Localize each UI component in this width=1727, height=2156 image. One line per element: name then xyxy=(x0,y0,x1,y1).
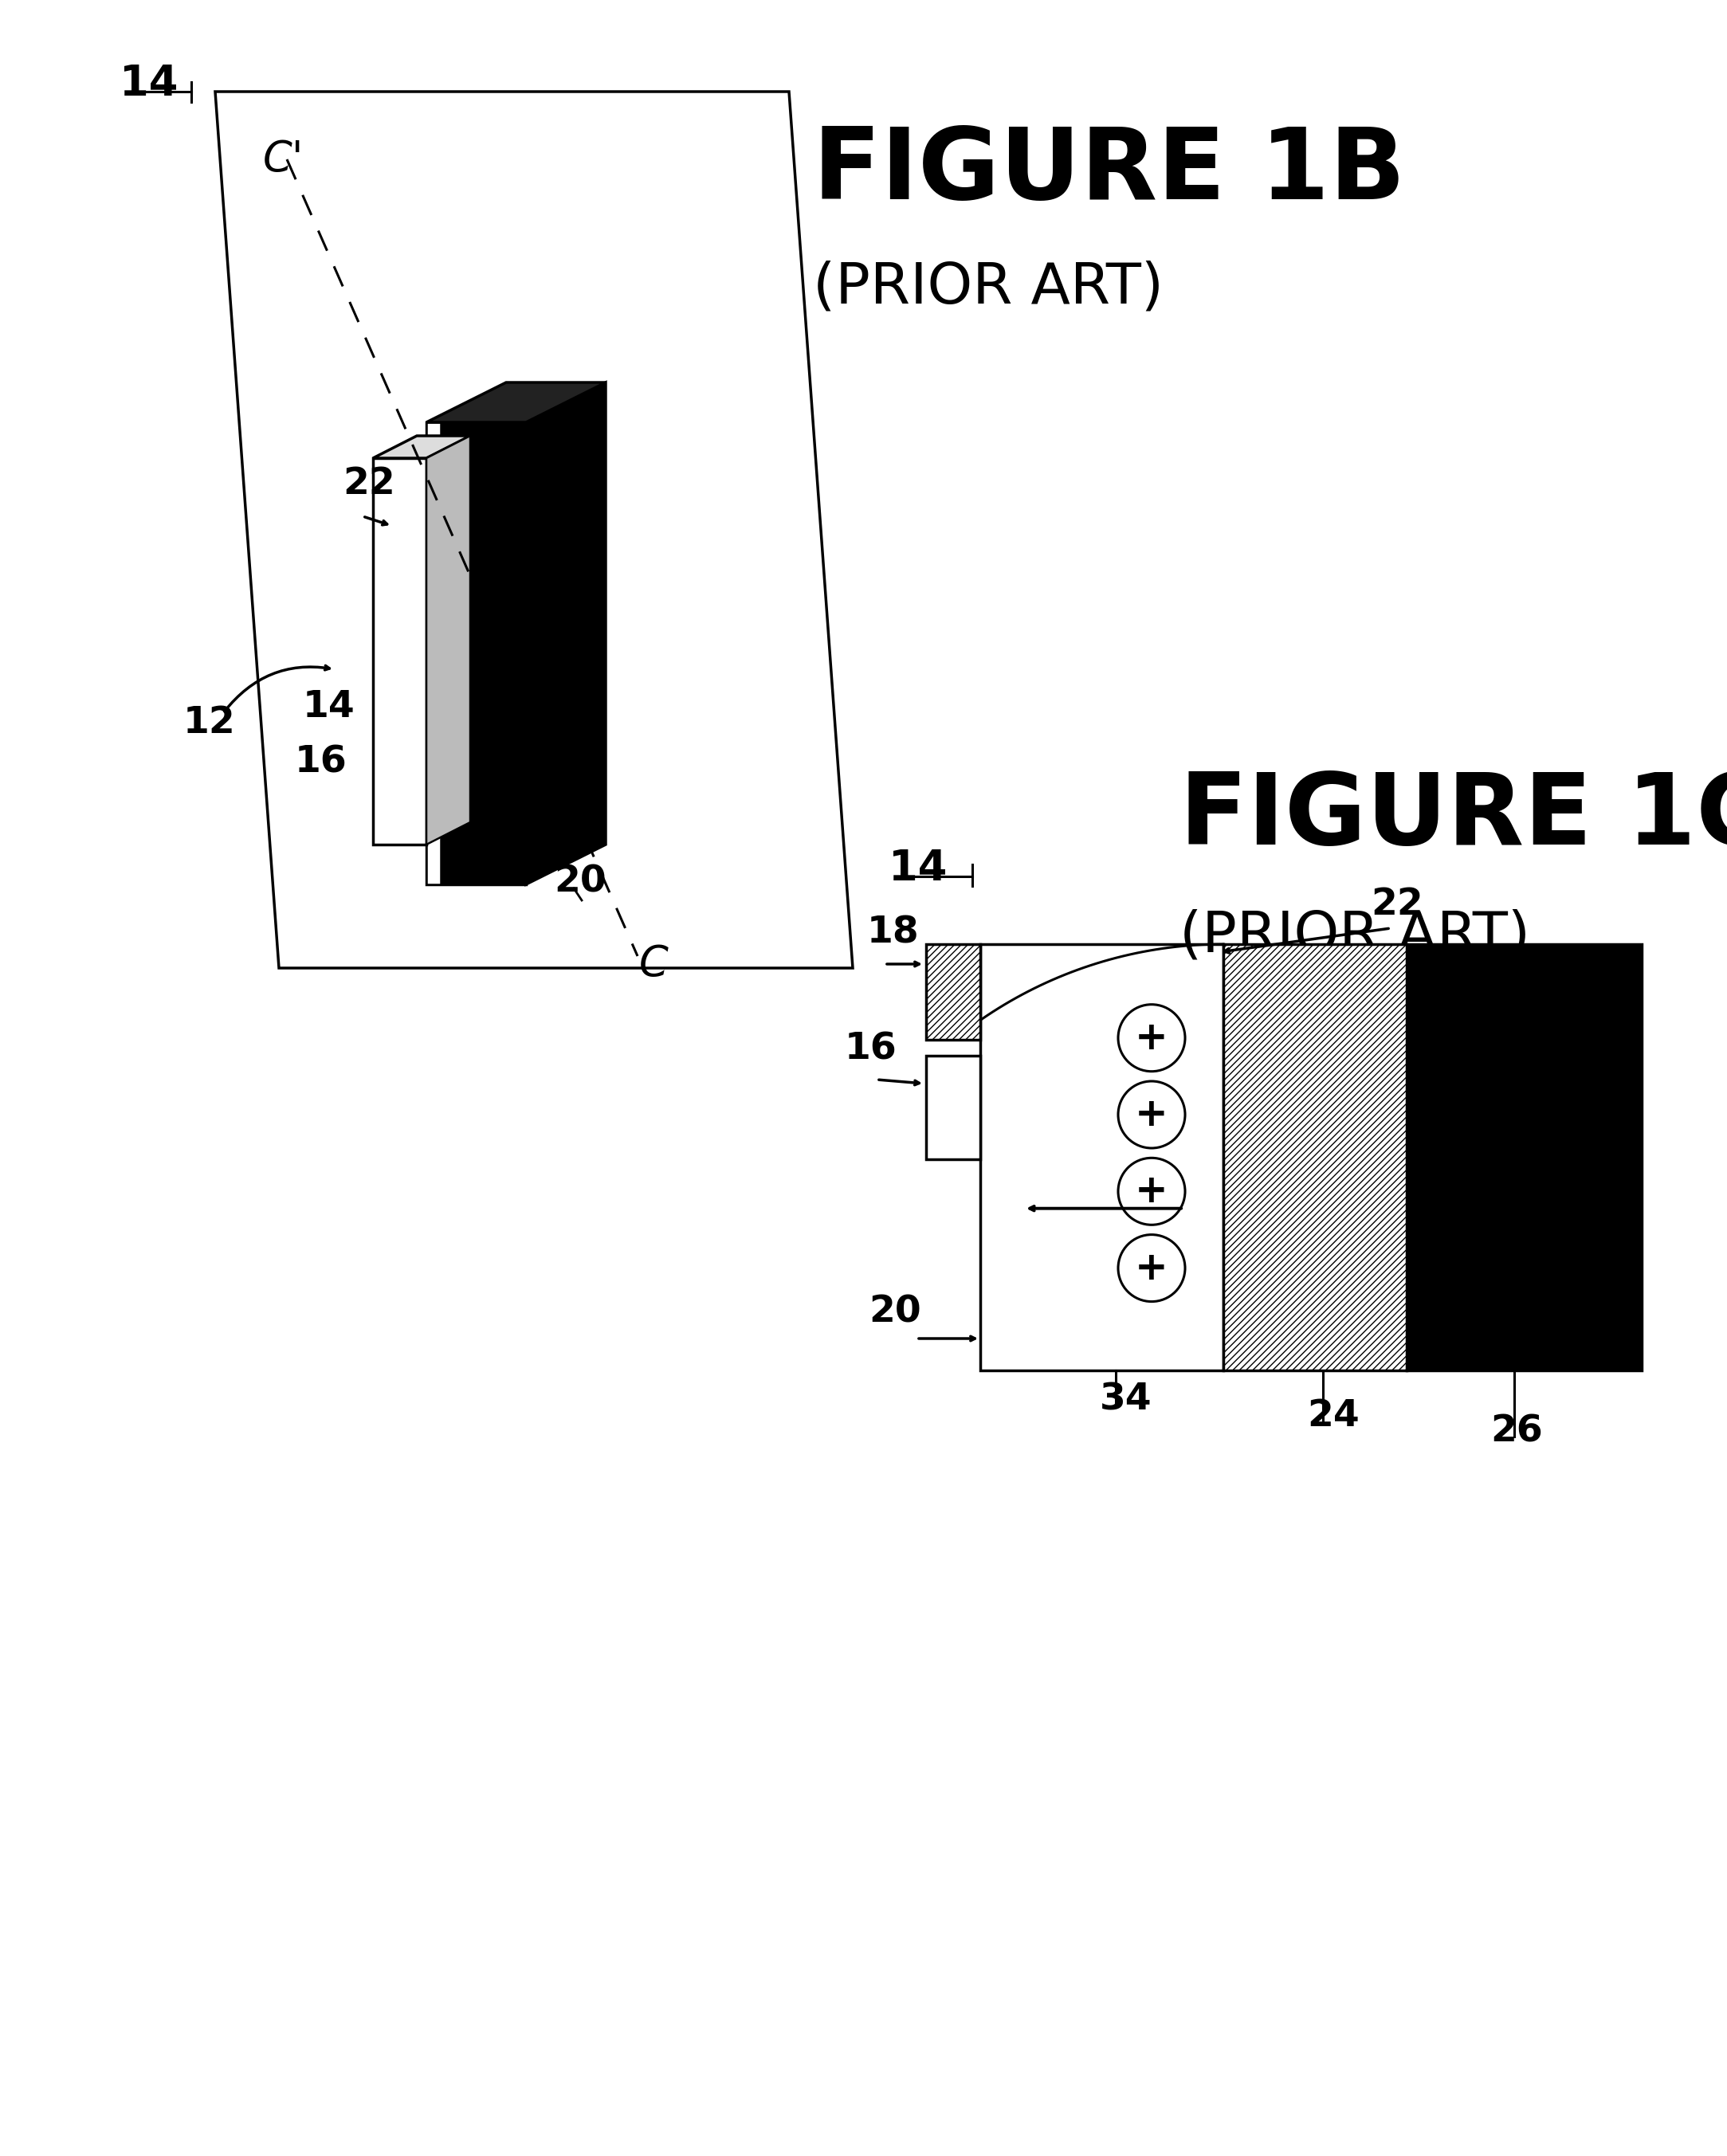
Text: (PRIOR ART): (PRIOR ART) xyxy=(813,259,1164,315)
Text: FIGURE 1C: FIGURE 1C xyxy=(1180,770,1727,865)
Text: 14: 14 xyxy=(302,690,356,724)
Bar xyxy=(926,944,981,1039)
Text: +: + xyxy=(1135,1173,1167,1210)
Text: +: + xyxy=(1135,1095,1167,1134)
Text: 16: 16 xyxy=(295,746,347,780)
Text: 12: 12 xyxy=(183,705,235,742)
Text: 24: 24 xyxy=(1307,1399,1359,1434)
Polygon shape xyxy=(427,382,606,423)
Text: 16: 16 xyxy=(845,1033,896,1067)
Text: 22: 22 xyxy=(1371,886,1423,923)
Polygon shape xyxy=(427,423,440,884)
Polygon shape xyxy=(427,423,527,884)
Polygon shape xyxy=(427,436,470,845)
Polygon shape xyxy=(373,457,427,845)
Text: (PRIOR ART): (PRIOR ART) xyxy=(1180,910,1530,964)
Text: C': C' xyxy=(263,138,304,181)
Text: +: + xyxy=(1135,1248,1167,1287)
Bar xyxy=(1406,944,1642,1371)
Text: 20: 20 xyxy=(869,1296,920,1330)
Text: 26: 26 xyxy=(1490,1414,1542,1451)
Text: 14: 14 xyxy=(119,63,178,103)
Text: 20: 20 xyxy=(554,865,606,901)
Text: 22: 22 xyxy=(342,466,395,502)
Bar xyxy=(926,944,981,1039)
Text: 34: 34 xyxy=(1100,1382,1152,1419)
Polygon shape xyxy=(527,382,606,884)
Bar xyxy=(926,1056,981,1160)
Text: 14: 14 xyxy=(889,847,946,888)
Bar xyxy=(981,944,1223,1371)
Bar xyxy=(1223,944,1406,1371)
Text: 18: 18 xyxy=(867,914,919,951)
Text: +: + xyxy=(1135,1020,1167,1056)
Text: C: C xyxy=(639,944,668,985)
Text: FIGURE 1B: FIGURE 1B xyxy=(813,123,1406,220)
Polygon shape xyxy=(373,436,470,457)
